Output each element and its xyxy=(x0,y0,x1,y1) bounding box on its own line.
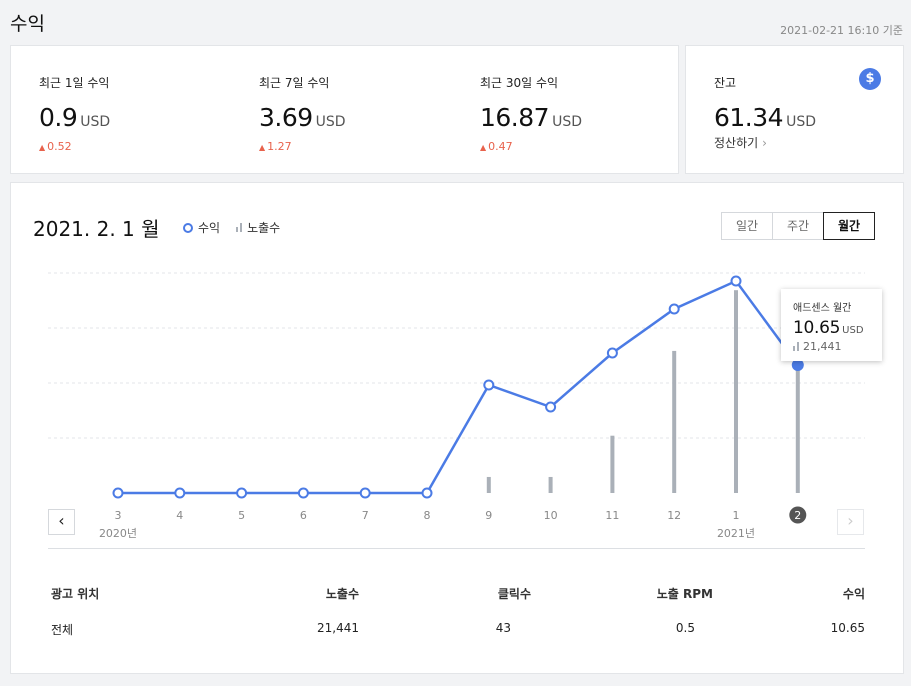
revenue-point xyxy=(174,487,186,499)
stat-label: 최근 7일 수익 xyxy=(259,76,330,90)
impressions-bar xyxy=(486,476,491,493)
stat-7day: 최근 7일 수익 3.69 USD ▲ 1.27 xyxy=(259,74,346,153)
cell-impressions: 21,441 xyxy=(317,621,359,635)
impressions-bar xyxy=(795,363,800,493)
revenue-point xyxy=(359,487,371,499)
impressions-bar xyxy=(672,350,677,493)
header-ad-position: 광고 위치 xyxy=(51,587,100,601)
bar-marker-icon xyxy=(236,223,243,232)
x-tick-label: 7 xyxy=(362,509,369,522)
revenue-point xyxy=(112,487,124,499)
tooltip-value: 10.65 USD xyxy=(793,318,864,338)
cell-revenue: 10.65 xyxy=(830,621,865,635)
balance-label: 잔고 xyxy=(714,76,737,90)
stat-30day: 최근 30일 수익 16.87 USD ▲ 0.47 xyxy=(480,74,582,153)
impressions-bar xyxy=(548,476,553,493)
chart-card: 2021. 2. 1 월 수익 노출수 일간 주간 월간 3 4 5 6 7 8 9 10 11… xyxy=(10,182,904,674)
chart-next-button[interactable]: › xyxy=(837,509,864,535)
circle-marker-icon xyxy=(183,222,193,233)
stat-value: 16.87 USD xyxy=(480,103,582,132)
table-header-row: 광고 위치 노출수 클릭수 노출 RPM 수익 xyxy=(51,585,865,621)
up-triangle-icon: ▲ xyxy=(39,143,46,152)
dollar-icon[interactable]: $ xyxy=(859,68,881,90)
legend-revenue: 수익 xyxy=(183,219,220,236)
divider xyxy=(48,548,865,549)
cell-rpm: 0.5 xyxy=(675,621,695,635)
revenue-point xyxy=(483,379,495,391)
impressions-bar xyxy=(610,435,615,493)
x-tick-label: 9 xyxy=(485,509,492,522)
x-tick-label: 1 xyxy=(733,509,740,522)
up-triangle-icon: ▲ xyxy=(259,143,266,152)
summary-card: 최근 1일 수익 0.9 USD ▲ 0.52 최근 7일 수익 3.69 USD ▲… xyxy=(10,45,679,174)
stat-value: 3.69 USD xyxy=(259,103,346,132)
revenue-point xyxy=(421,487,433,499)
year-label: 2020년 xyxy=(99,527,137,540)
stats-table: 광고 위치 노출수 클릭수 노출 RPM 수익 전체 21,441 43 0.5… xyxy=(51,585,865,657)
revenue-point xyxy=(297,487,309,499)
chart-tooltip: 애드센스 월간 10.65 USD 21,441 xyxy=(781,289,882,361)
balance-value: 61.34 USD xyxy=(714,103,816,132)
timestamp: 2021-02-21 16:10 기준 xyxy=(780,24,903,37)
up-triangle-icon: ▲ xyxy=(480,143,487,152)
revenue-line xyxy=(118,279,799,495)
stat-label: 최근 30일 수익 xyxy=(480,76,559,90)
x-tick-label: 6 xyxy=(300,509,307,522)
balance-card: 잔고 61.34 USD $ 정산하기 › xyxy=(685,45,904,174)
x-tick-label: 3 xyxy=(115,509,122,522)
impressions-bar xyxy=(734,290,738,493)
chevron-right-icon: › xyxy=(762,136,767,150)
table-row: 전체 21,441 43 0.5 10.65 xyxy=(51,621,865,657)
settle-link[interactable]: 정산하기 › xyxy=(714,136,767,150)
header-revenue: 수익 xyxy=(842,587,865,601)
header-clicks: 클릭수 xyxy=(497,587,531,601)
balance-stat: 잔고 61.34 USD xyxy=(714,74,816,132)
stat-1day: 최근 1일 수익 0.9 USD ▲ 0.52 xyxy=(39,74,110,153)
revenue-point xyxy=(545,401,557,413)
revenue-point xyxy=(236,487,248,499)
revenue-point xyxy=(730,275,742,287)
tooltip-label: 애드센스 월간 xyxy=(793,303,852,314)
header-impressions: 노출수 xyxy=(325,587,359,601)
selected-tick-marker xyxy=(789,506,807,524)
x-tick-label: 8 xyxy=(424,509,431,522)
stat-delta: ▲ 1.27 xyxy=(259,140,292,153)
stat-delta: ▲ 0.47 xyxy=(480,140,513,153)
tooltip-impressions: 21,441 xyxy=(793,340,870,353)
stat-value: 0.9 USD xyxy=(39,103,111,132)
tab-monthly[interactable]: 월간 xyxy=(823,212,875,240)
revenue-point xyxy=(791,359,804,371)
revenue-point xyxy=(668,303,680,315)
tab-daily[interactable]: 일간 xyxy=(721,212,773,240)
stat-delta: ▲ 0.52 xyxy=(39,140,72,153)
period-tabs: 일간 주간 월간 xyxy=(721,212,875,240)
x-tick-label: 10 xyxy=(544,509,558,522)
bar-marker-icon xyxy=(793,342,799,351)
cell-ad-position: 전체 xyxy=(51,623,74,637)
year-label: 2021년 xyxy=(717,527,755,540)
x-tick-label: 2 xyxy=(794,509,801,522)
month-title: 2021. 2. 1 월 xyxy=(33,217,160,241)
x-tick-label: 4 xyxy=(176,509,183,522)
header-rpm: 노출 RPM xyxy=(656,587,713,601)
x-tick-label: 12 xyxy=(667,509,681,522)
revenue-point xyxy=(606,347,618,359)
page-title: 수익 xyxy=(10,13,45,35)
x-tick-label: 11 xyxy=(605,509,619,522)
chart-legend: 수익 노출수 xyxy=(183,219,280,236)
legend-impressions: 노출수 xyxy=(236,219,280,236)
stat-label: 최근 1일 수익 xyxy=(39,76,110,90)
chart-prev-button[interactable]: ‹ xyxy=(48,509,75,535)
x-tick-label: 5 xyxy=(238,509,245,522)
cell-clicks: 43 xyxy=(495,621,511,635)
